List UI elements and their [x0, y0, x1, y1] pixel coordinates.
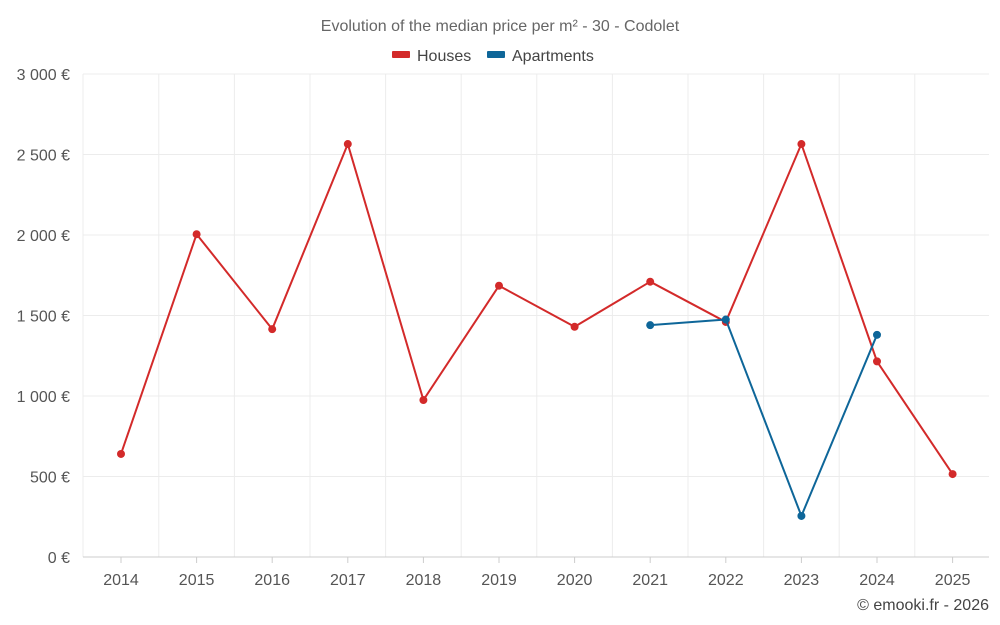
x-tick-label: 2025 [935, 572, 971, 589]
data-point-houses-2019[interactable] [495, 281, 503, 290]
x-tick-label: 2023 [784, 572, 820, 589]
data-point-houses-2023[interactable] [797, 140, 806, 149]
x-tick-label: 2014 [103, 572, 139, 589]
data-point-houses-2016[interactable] [268, 325, 277, 334]
data-point-houses-2024[interactable] [873, 357, 881, 366]
y-tick-label: 0 € [48, 550, 70, 567]
data-point-houses-2017[interactable] [343, 140, 352, 149]
x-tick-label: 2024 [859, 572, 895, 589]
x-tick-label: 2019 [481, 572, 517, 589]
series-line-houses [120, 143, 954, 475]
data-point-houses-2021[interactable] [646, 277, 655, 286]
legend: Houses Apartments [392, 48, 594, 65]
data-point-apartments-2021[interactable] [646, 321, 655, 330]
x-axis: 2014 2015 2016 2017 2018 2019 2020 2021 2022 2023… [83, 556, 989, 589]
chart-title: Evolution of the median price per m² - 3… [321, 18, 680, 35]
legend-label-houses: Houses [417, 48, 471, 65]
data-point-houses-2025[interactable] [948, 470, 957, 479]
data-point-houses-2014[interactable] [117, 449, 125, 458]
x-tick-label: 2016 [254, 572, 290, 589]
series-line-apartments [650, 318, 878, 517]
data-point-apartments-2023[interactable] [797, 511, 806, 520]
x-tick-label: 2020 [557, 572, 593, 589]
data-point-apartments-2024[interactable] [873, 330, 881, 339]
y-tick-label: 1 000 € [17, 389, 70, 406]
y-tick-label: 1 500 € [17, 309, 70, 326]
y-tick-label: 2 000 € [17, 228, 70, 245]
credit: © emooki.fr - 2026 [857, 597, 989, 614]
y-tick-label: 3 000 € [17, 67, 70, 84]
legend-swatch-houses [392, 51, 410, 58]
x-tick-label: 2022 [708, 572, 744, 589]
x-tick-label: 2017 [330, 572, 366, 589]
y-axis: 0 € 500 € 1 000 € 1 500 € 2 000 € 2 500 € 3 00… [17, 67, 70, 567]
data-point-apartments-2022[interactable] [721, 315, 730, 324]
grid [82, 73, 989, 557]
data-point-houses-2018[interactable] [419, 396, 428, 405]
y-tick-label: 2 500 € [17, 148, 70, 165]
data-point-houses-2020[interactable] [570, 322, 579, 331]
y-tick-label: 500 € [30, 470, 70, 487]
legend-item-houses[interactable]: Houses [392, 48, 471, 65]
series-layer [117, 140, 957, 520]
x-tick-label: 2021 [632, 572, 668, 589]
x-tick-label: 2018 [406, 572, 442, 589]
legend-item-apartments[interactable]: Apartments [487, 48, 594, 65]
legend-swatch-apartments [487, 51, 505, 58]
data-point-houses-2015[interactable] [192, 230, 201, 239]
x-tick-label: 2015 [179, 572, 215, 589]
legend-label-apartments: Apartments [512, 48, 594, 65]
